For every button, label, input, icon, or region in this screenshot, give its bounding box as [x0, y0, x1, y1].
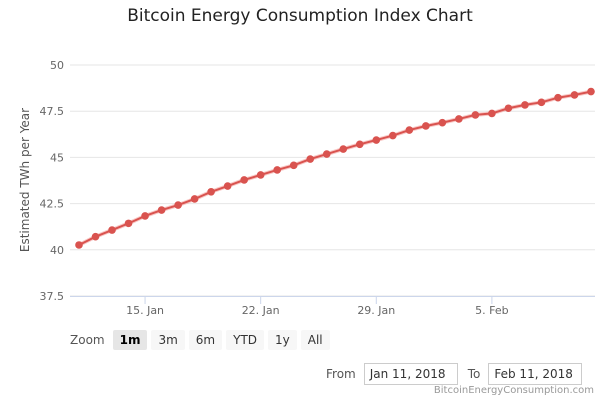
data-point: [554, 93, 562, 102]
zoom-controls: Zoom 1m 3m 6m YTD 1y All: [70, 330, 334, 350]
y-tick-label: 37.5: [40, 290, 65, 303]
zoom-ytd-button[interactable]: YTD: [226, 330, 265, 350]
y-tick-label: 50: [50, 59, 64, 72]
chart-area: 37.5 40 42.5 45 47.5 50 15. Jan 22. Jan 29. Jan 5…: [18, 59, 595, 317]
data-point: [389, 131, 397, 140]
x-tick-label: 5. Feb: [475, 304, 508, 317]
data-point: [75, 241, 83, 249]
zoom-label: Zoom: [70, 333, 105, 347]
data-point: [240, 176, 248, 184]
series-halo: [78, 89, 592, 247]
data-point: [471, 111, 480, 119]
data-point: [91, 232, 100, 241]
credit-text: BitcoinEnergyConsumption.com: [433, 385, 594, 396]
data-point: [207, 187, 215, 196]
data-point: [124, 219, 133, 228]
data-point: [190, 195, 199, 203]
zoom-1m-button[interactable]: 1m: [112, 330, 148, 350]
x-tick-label: 15. Jan: [126, 304, 164, 317]
y-tick-label: 40: [50, 244, 64, 257]
data-point: [537, 98, 546, 107]
to-date-input[interactable]: Feb 11, 2018: [488, 363, 583, 385]
data-point: [273, 166, 281, 174]
data-point: [141, 212, 149, 220]
data-point: [157, 206, 166, 214]
data-point: [322, 150, 331, 158]
zoom-all-button[interactable]: All: [300, 330, 330, 350]
data-point: [223, 182, 232, 190]
chart-title: Bitcoin Energy Consumption Index Chart: [127, 6, 473, 26]
y-tick-label: 47.5: [40, 105, 65, 118]
data-point: [306, 155, 315, 163]
data-point: [289, 161, 298, 170]
y-tick-label: 45: [50, 151, 64, 164]
data-point: [422, 122, 430, 130]
data-point: [488, 109, 496, 118]
data-point: [108, 226, 116, 234]
to-label: To: [467, 367, 481, 381]
data-point: [438, 118, 447, 127]
y-axis-label: Estimated TWh per Year: [18, 108, 32, 252]
zoom-1y-button[interactable]: 1y: [268, 330, 297, 350]
from-label: From: [326, 367, 356, 381]
zoom-6m-button[interactable]: 6m: [188, 330, 223, 350]
data-point: [521, 101, 529, 109]
data-point: [455, 115, 463, 123]
from-date-input[interactable]: Jan 11, 2018: [363, 363, 458, 385]
data-point: [174, 201, 182, 209]
data-point: [504, 104, 513, 113]
data-point: [570, 91, 579, 99]
data-point: [587, 87, 595, 96]
data-point: [339, 145, 348, 153]
data-point: [405, 126, 414, 134]
data-point: [372, 136, 381, 144]
x-tick-label: 22. Jan: [242, 304, 280, 317]
series-line: [78, 90, 592, 246]
x-tick-label: 29. Jan: [357, 304, 395, 317]
y-tick-label: 42.5: [40, 198, 65, 211]
data-point: [355, 140, 364, 149]
date-range: From Jan 11, 2018 To Feb 11, 2018: [326, 363, 592, 385]
data-point: [256, 171, 265, 179]
zoom-3m-button[interactable]: 3m: [151, 330, 185, 350]
